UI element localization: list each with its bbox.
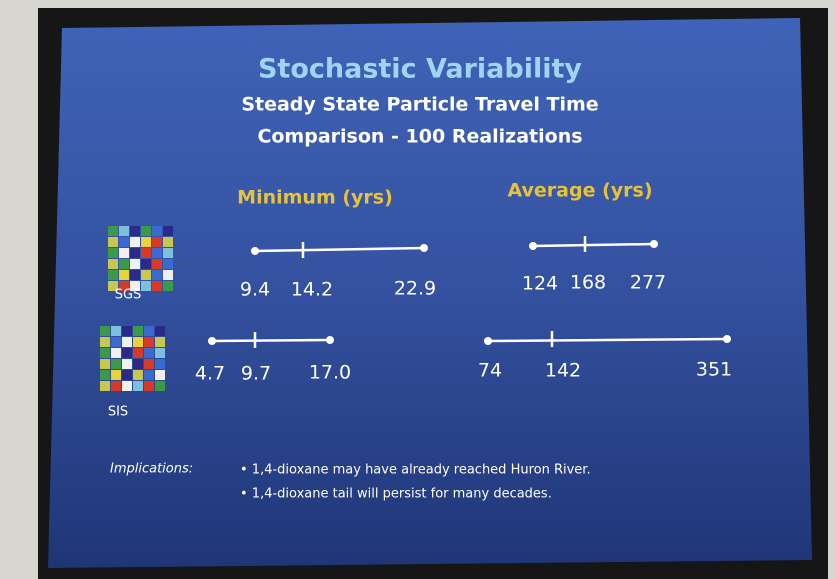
cube-cell — [152, 259, 162, 269]
row-label: SIS — [108, 405, 128, 420]
cube-cell — [141, 248, 151, 258]
cube-cell — [152, 281, 162, 291]
value: 277 — [630, 272, 666, 294]
cube-cell — [122, 337, 132, 347]
implications-label: Implications: — [110, 462, 193, 477]
cube-cell — [152, 248, 162, 258]
cube-cell — [152, 226, 162, 236]
cube-cell — [133, 348, 143, 358]
cube-cell — [144, 381, 154, 391]
slide-photo: Stochastic Variability Steady State Part… — [0, 0, 836, 579]
column-header: Average (yrs) — [507, 180, 652, 202]
cube-cell — [163, 237, 173, 247]
cube-cell — [155, 381, 165, 391]
cube-cell — [119, 259, 129, 269]
cube-cell — [119, 237, 129, 247]
value: 351 — [696, 359, 732, 381]
cube-cell — [108, 237, 118, 247]
value: 9.7 — [241, 363, 271, 385]
cube-cell — [141, 281, 151, 291]
subtitle: Comparison - 100 Realizations — [257, 126, 582, 148]
cube-cell — [133, 359, 143, 369]
cube-cell — [155, 326, 165, 336]
cube-cell — [130, 270, 140, 280]
cube-cell — [111, 359, 121, 369]
value: 22.9 — [394, 278, 436, 300]
subtitle: Steady State Particle Travel Time — [241, 94, 598, 116]
cube-cell — [163, 248, 173, 258]
cube-cell — [100, 326, 110, 336]
cube-cell — [122, 370, 132, 380]
cube-cell — [155, 370, 165, 380]
cube-cell — [133, 337, 143, 347]
cube-cell — [122, 326, 132, 336]
cube-cell — [100, 348, 110, 358]
cube-cell — [111, 337, 121, 347]
cube-cell — [144, 370, 154, 380]
cube-cell — [163, 226, 173, 236]
implication-item: • 1,4-dioxane may have already reached H… — [240, 463, 591, 478]
cube-cell — [155, 348, 165, 358]
cube-cell — [122, 381, 132, 391]
cube-cell — [144, 348, 154, 358]
cube-cell — [152, 237, 162, 247]
implication-item: • 1,4-dioxane tail will persist for many… — [240, 487, 552, 502]
cube-cell — [141, 237, 151, 247]
cube-cell — [122, 348, 132, 358]
cube-cell — [141, 226, 151, 236]
value: 14.2 — [291, 279, 333, 301]
value: 9.4 — [240, 279, 270, 301]
cube-cell — [119, 270, 129, 280]
cube-cell — [155, 337, 165, 347]
cube-cell — [119, 248, 129, 258]
cube-cell — [100, 381, 110, 391]
cube-cell — [130, 237, 140, 247]
cube-cell — [163, 270, 173, 280]
cube-cell — [108, 259, 118, 269]
title: Stochastic Variability — [258, 54, 582, 85]
value: 4.7 — [195, 363, 225, 385]
cube-cell — [122, 359, 132, 369]
cube-cell — [108, 270, 118, 280]
cube-cell — [130, 226, 140, 236]
value: 74 — [478, 360, 502, 382]
cube-cell — [144, 326, 154, 336]
cube-cell — [119, 226, 129, 236]
cube-cell — [108, 248, 118, 258]
cube-cell — [152, 270, 162, 280]
cube-cell — [163, 281, 173, 291]
value: 142 — [545, 360, 581, 382]
cube-cell — [133, 370, 143, 380]
cube-cell — [111, 326, 121, 336]
cube-cell — [155, 359, 165, 369]
cube-cell — [130, 248, 140, 258]
cube-cell — [144, 359, 154, 369]
value: 124 — [522, 273, 558, 295]
cube-cell — [111, 370, 121, 380]
cube-cell — [100, 370, 110, 380]
cube-cell — [111, 348, 121, 358]
cube-cell — [111, 381, 121, 391]
value: 168 — [570, 272, 606, 294]
row-label: SGS — [115, 288, 142, 303]
value: 17.0 — [309, 362, 351, 384]
cube-cell — [100, 337, 110, 347]
cube-cell — [144, 337, 154, 347]
cube-cell — [133, 381, 143, 391]
column-header: Minimum (yrs) — [237, 187, 393, 209]
cube-cell — [130, 259, 140, 269]
cube-cell — [141, 259, 151, 269]
cube-cell — [163, 259, 173, 269]
cube-cell — [108, 226, 118, 236]
cube-cell — [100, 359, 110, 369]
cube-cell — [133, 326, 143, 336]
cube-cell — [141, 270, 151, 280]
